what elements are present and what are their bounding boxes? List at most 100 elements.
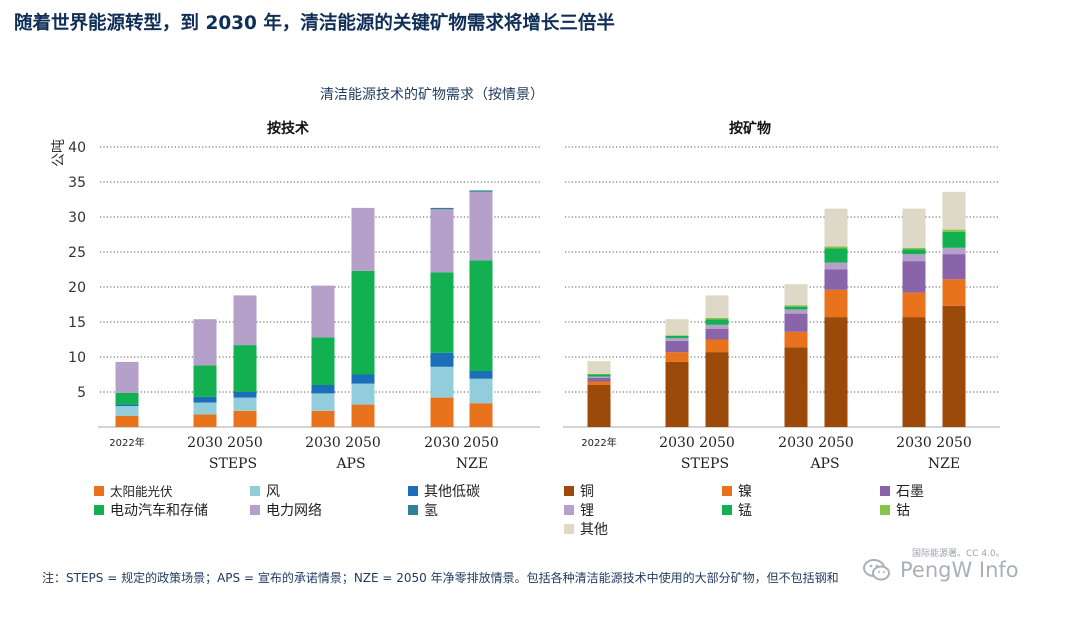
- wechat-icon: [863, 559, 890, 581]
- legend-label: 锰: [738, 503, 752, 519]
- legend-swatch: [880, 486, 890, 496]
- bar-segment: [430, 366, 454, 398]
- legend-swatch: [564, 486, 574, 496]
- legend-item: 钴: [880, 500, 910, 520]
- bar-segment: [824, 269, 848, 290]
- legend-label: 镍: [738, 484, 752, 500]
- legend-swatch: [408, 505, 418, 515]
- bar-segment: [902, 208, 926, 248]
- x-tick-label: 2022年: [581, 436, 616, 449]
- legend-item: 风: [250, 481, 280, 501]
- legend-item: 石墨: [880, 481, 924, 501]
- bar-segment: [902, 247, 926, 250]
- x-tick-label: 2030: [659, 435, 695, 451]
- legend-item: 其他低碳: [408, 481, 480, 501]
- legend-swatch: [94, 485, 104, 496]
- chart-subtitle: 清洁能源技术的矿物需求（按情景）: [320, 87, 544, 103]
- legend-item: 氢: [408, 500, 438, 520]
- bar-segment: [902, 292, 926, 318]
- bar-segment: [587, 374, 611, 377]
- y-tick-label: 40: [68, 140, 86, 156]
- bar-segment: [430, 207, 454, 210]
- x-tick-label: 2030: [187, 435, 223, 451]
- group-label: NZE: [456, 456, 488, 472]
- legend-label: 风: [266, 484, 280, 500]
- bar-segment: [665, 336, 689, 339]
- bar-segment: [665, 319, 689, 336]
- legend-item: 电动汽车和存储: [94, 500, 208, 520]
- legend-label: 太阳能光伏: [110, 484, 173, 499]
- bar-segment: [430, 272, 454, 353]
- bar-segment: [115, 406, 139, 416]
- bar-segment: [469, 378, 493, 404]
- bar-segment: [784, 284, 808, 306]
- x-tick-label: 2050: [345, 435, 381, 451]
- bar-segment: [115, 415, 139, 427]
- bar-segment: [665, 352, 689, 362]
- bar-segment: [587, 381, 611, 385]
- bar-segment: [587, 378, 611, 382]
- legend-swatch: [564, 524, 574, 534]
- x-tick-label: 2050: [699, 435, 735, 451]
- bar-segment: [233, 410, 257, 427]
- bar-segment: [665, 338, 689, 341]
- legend-label: 铜: [580, 484, 594, 500]
- legend-swatch: [564, 505, 574, 515]
- bar-segment: [665, 361, 689, 427]
- y-tick-label: 5: [77, 385, 86, 401]
- bar-segment: [193, 396, 217, 403]
- bar-segment: [351, 404, 375, 427]
- y-tick-label: 25: [68, 245, 86, 261]
- y-tick-label: 30: [68, 210, 86, 226]
- bar-segment: [587, 373, 611, 375]
- legend-item: 电力网络: [250, 500, 322, 520]
- watermark: PengW Info: [862, 557, 1019, 583]
- bar-segment: [233, 392, 257, 398]
- bar-segment: [824, 317, 848, 427]
- bar-segment: [193, 402, 217, 415]
- bar-segment: [469, 260, 493, 371]
- bar-segment: [587, 376, 611, 378]
- x-tick-label: 2050: [463, 435, 499, 451]
- bar-segment: [311, 285, 335, 338]
- legend-label: 其他低碳: [424, 484, 480, 500]
- x-tick-label: 2022年: [109, 436, 144, 449]
- x-tick-label: 2030: [896, 435, 932, 451]
- bar-segment: [351, 207, 375, 271]
- bar-segment: [942, 231, 966, 248]
- legend-label: 其他: [580, 522, 608, 538]
- source-credit: 国际能源署。CC 4.0。: [912, 549, 1005, 559]
- bar-segment: [311, 393, 335, 411]
- bar-segment: [705, 339, 729, 353]
- legend-swatch: [880, 505, 890, 515]
- legend-label: 电动汽车和存储: [110, 503, 208, 519]
- bar-segment: [665, 335, 689, 336]
- bar-segment: [351, 383, 375, 405]
- legend-label: 氢: [424, 503, 438, 519]
- legend-item: 铜: [564, 481, 594, 501]
- x-tick-label: 2050: [936, 435, 972, 451]
- watermark-text: PengW Info: [900, 558, 1019, 582]
- bar-segment: [784, 313, 808, 332]
- legend-swatch: [722, 486, 732, 496]
- footnote: 注：STEPS = 规定的政策场景；APS = 宣布的承诺情景；NZE = 20…: [42, 571, 839, 585]
- bar-segment: [705, 324, 729, 329]
- x-tick-label: 2030: [778, 435, 814, 451]
- bar-segment: [942, 191, 966, 230]
- bar-segment: [784, 347, 808, 427]
- bar-segment: [430, 352, 454, 367]
- bar-segment: [902, 261, 926, 293]
- legend-item: 锂: [564, 500, 594, 520]
- bar-segment: [784, 309, 808, 314]
- bar-segment: [311, 410, 335, 427]
- bar-segment: [942, 305, 966, 427]
- legend-item: 其他: [564, 519, 608, 539]
- bar-segment: [115, 392, 139, 405]
- bar-segment: [311, 385, 335, 394]
- bar-segment: [587, 361, 611, 374]
- group-label: NZE: [928, 456, 960, 472]
- bar-segment: [784, 331, 808, 348]
- y-tick-label: 35: [68, 175, 86, 191]
- x-tick-label: 2030: [424, 435, 460, 451]
